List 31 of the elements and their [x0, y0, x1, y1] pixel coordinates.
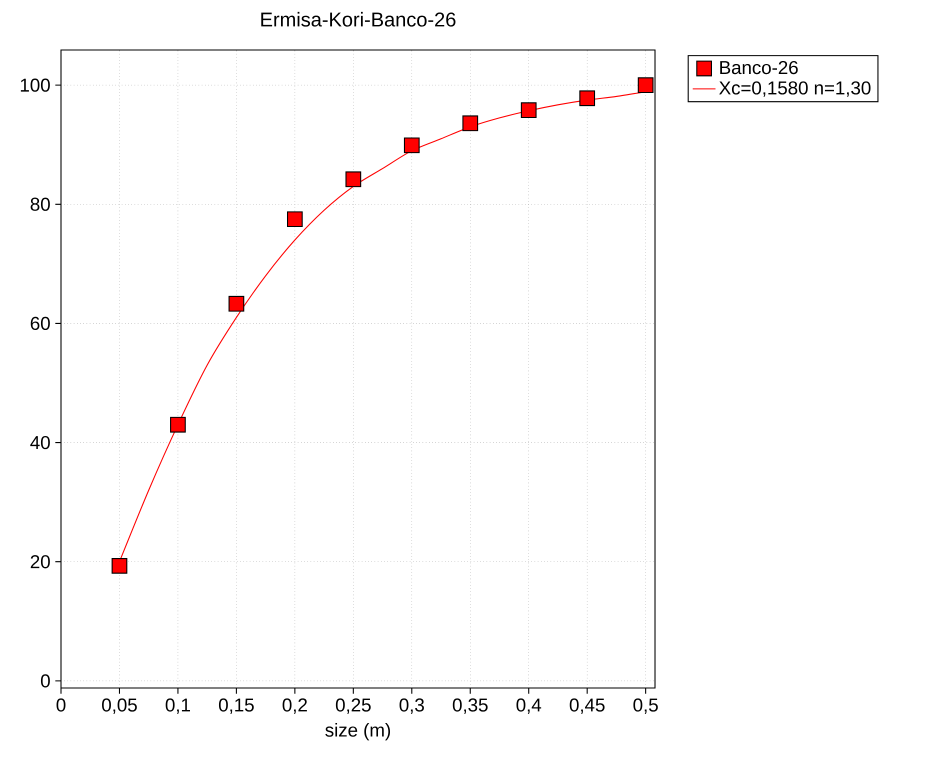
x-tick-label: 0,5 — [633, 698, 658, 714]
x-tick-label: 0,35 — [452, 698, 488, 714]
x-axis-title: size (m) — [325, 722, 390, 740]
point — [520, 102, 537, 118]
point — [112, 558, 128, 574]
x-tick-label: 0,05 — [102, 698, 137, 714]
x-tick-label: 0,15 — [218, 698, 254, 714]
point — [462, 115, 478, 132]
x-tick-label: 0,4 — [516, 698, 542, 714]
y-tick-label: 60 — [30, 316, 50, 330]
y-tick-label: 80 — [30, 198, 50, 211]
x-tick-label: 0,3 — [400, 698, 424, 714]
y-tick-label: 20 — [30, 555, 50, 568]
x-tick-label: 0,2 — [282, 698, 307, 714]
point — [404, 137, 420, 154]
y-tick-label: 40 — [30, 436, 50, 450]
point — [170, 416, 186, 433]
x-tick-label: 0,25 — [336, 698, 371, 714]
point — [638, 77, 654, 94]
chart-title: Ermisa-Kori-Banco-26 — [261, 12, 456, 27]
point — [345, 171, 362, 188]
x-tick-label: 0,45 — [570, 698, 605, 714]
point — [579, 90, 596, 106]
legend-label: Xc=0,1580 n=1,30 — [719, 81, 871, 97]
legend-label: Banco-26 — [720, 60, 798, 74]
x-tick-label: 0 — [56, 698, 66, 712]
point — [228, 296, 244, 312]
point — [286, 211, 303, 228]
y-tick-label: 0 — [40, 674, 50, 688]
x-tick-label: 0,1 — [166, 698, 190, 714]
y-tick-label: 100 — [20, 78, 50, 92]
